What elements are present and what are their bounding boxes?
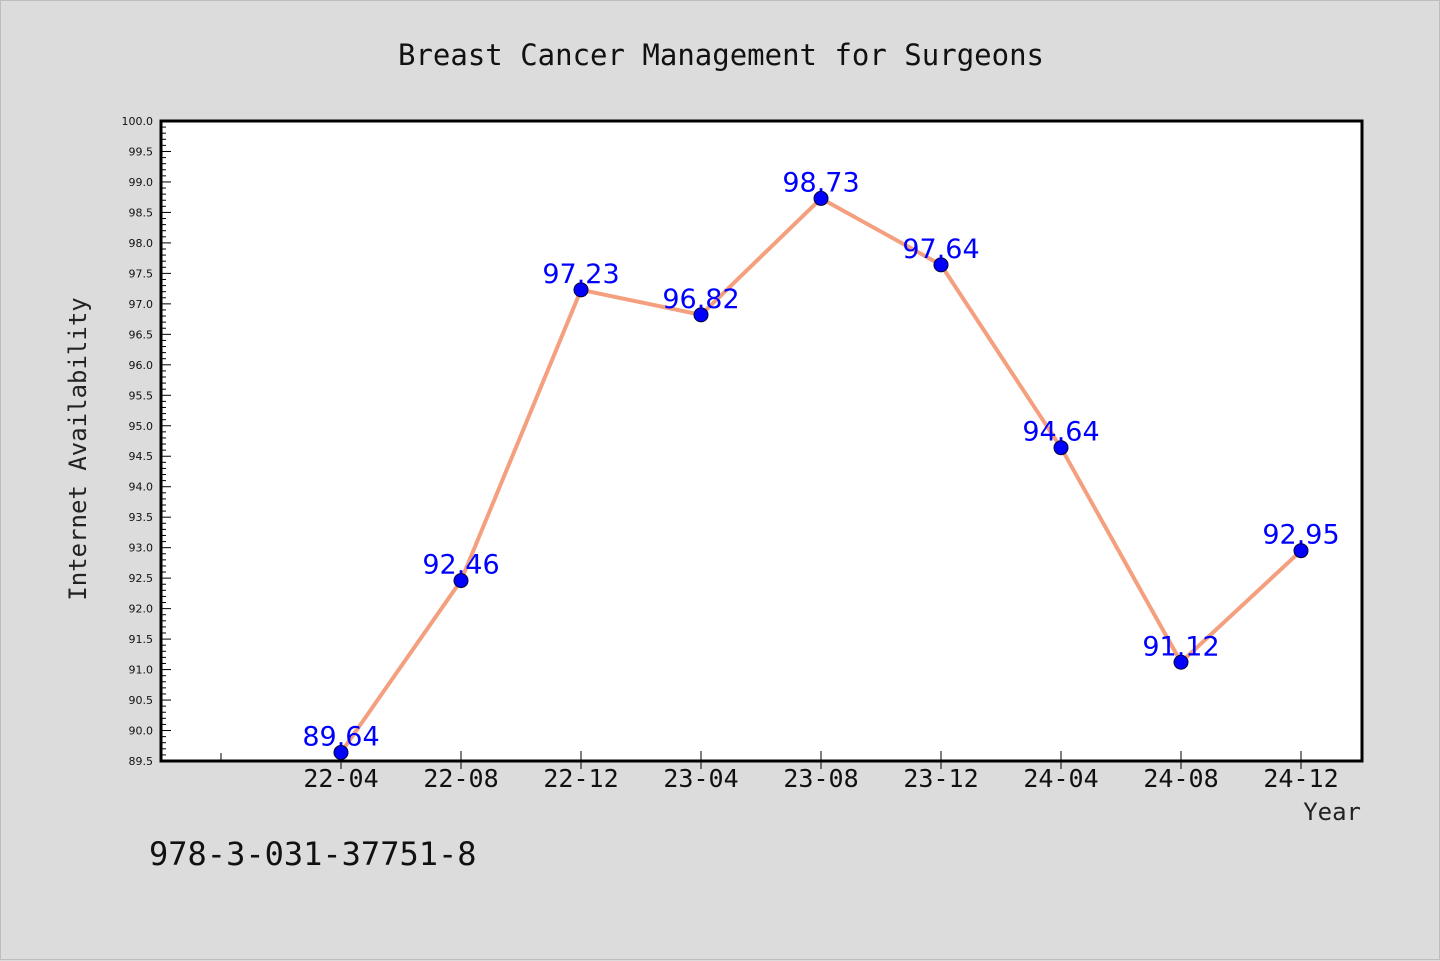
data-point-marker xyxy=(573,282,589,298)
y-tick-label: 95.5 xyxy=(129,389,154,402)
data-point-marker xyxy=(453,573,469,589)
y-tick-label: 91.5 xyxy=(129,633,154,646)
data-label: 92.46 xyxy=(422,550,499,581)
data-label: 96.82 xyxy=(662,284,739,315)
x-tick-label: 22-12 xyxy=(543,764,618,793)
y-tick-label: 97.0 xyxy=(129,298,154,311)
plot-area xyxy=(159,119,1364,763)
y-tick-label: 97.5 xyxy=(129,267,154,280)
data-point-marker xyxy=(933,257,949,273)
y-tick-label: 96.5 xyxy=(129,328,154,341)
x-tick-label: 23-12 xyxy=(903,764,978,793)
y-tick-label: 98.5 xyxy=(129,206,154,219)
data-label: 89.64 xyxy=(302,721,379,752)
markers-group xyxy=(333,190,1309,760)
y-axis: 89.5 90.0 90.5 91.0 91.5 92.0 92.5 93.0 93.5 94.0… xyxy=(122,115,171,768)
data-label: 97.23 xyxy=(542,259,619,290)
x-tick-label: 22-04 xyxy=(303,764,378,793)
data-point-marker xyxy=(1293,543,1309,559)
y-tick-label: 95.0 xyxy=(129,420,154,433)
data-point-marker xyxy=(1173,654,1189,670)
y-tick-label: 90.0 xyxy=(129,725,154,738)
x-tick-label: 24-12 xyxy=(1263,764,1338,793)
data-point-marker xyxy=(693,307,709,323)
y-tick-label: 92.5 xyxy=(129,572,154,585)
y-tick-label: 94.5 xyxy=(129,450,154,463)
y-tick-label: 92.0 xyxy=(129,603,154,616)
footer-isbn: 978-3-031-37751-8 xyxy=(149,835,477,873)
x-tick-label: 24-04 xyxy=(1023,764,1098,793)
x-axis: 22-04 22-08 22-12 23-04 23-08 23-12 24-04 24-08… xyxy=(220,751,1339,793)
data-point-marker xyxy=(333,744,349,760)
y-tick-label: 100.0 xyxy=(122,115,154,128)
y-tick-label: 90.5 xyxy=(129,694,154,707)
y-tick-label: 98.0 xyxy=(129,237,154,250)
data-labels-group: 89.64 92.46 97.23 96.82 98.73 97.64 94.64 91.12… xyxy=(302,167,1339,752)
x-axis-label: Year xyxy=(1303,798,1361,826)
x-tick-label: 23-08 xyxy=(783,764,858,793)
y-tick-label: 93.0 xyxy=(129,542,154,555)
data-point-marker xyxy=(1053,440,1069,456)
data-label: 98.73 xyxy=(782,167,859,198)
x-tick-label: 22-08 xyxy=(423,764,498,793)
y-tick-label: 99.0 xyxy=(129,176,154,189)
data-label: 92.95 xyxy=(1262,520,1339,551)
y-tick-label: 91.0 xyxy=(129,664,154,677)
data-label: 94.64 xyxy=(1022,417,1099,448)
chart-title: Breast Cancer Management for Surgeons xyxy=(398,38,1044,72)
x-tick-label: 23-04 xyxy=(663,764,738,793)
y-tick-label: 96.0 xyxy=(129,359,154,372)
y-tick-label: 99.5 xyxy=(129,145,154,158)
y-tick-label: 89.5 xyxy=(129,755,154,768)
x-tick-label: 24-08 xyxy=(1143,764,1218,793)
data-label: 91.12 xyxy=(1142,631,1219,662)
data-point-marker xyxy=(813,190,829,206)
y-tick-label: 94.0 xyxy=(129,481,154,494)
y-axis-label: Internet Availability xyxy=(64,297,92,600)
data-label: 97.64 xyxy=(902,234,979,265)
y-tick-label: 93.5 xyxy=(129,511,154,524)
